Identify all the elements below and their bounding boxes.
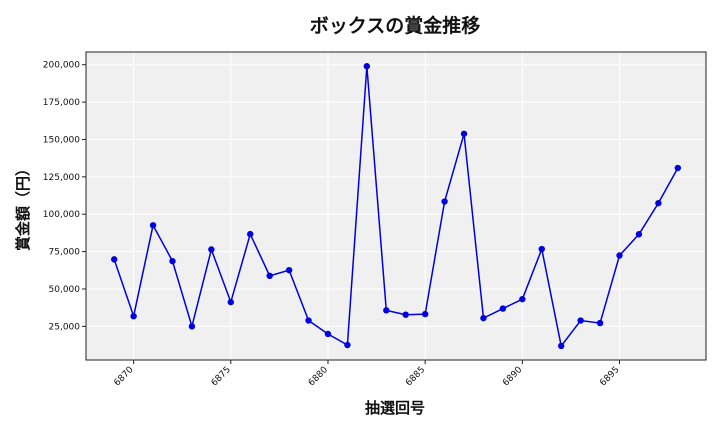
data-point <box>188 323 196 330</box>
series-group <box>110 63 682 350</box>
chart-title: ボックスの賞金推移 <box>310 14 480 37</box>
data-point <box>208 246 215 253</box>
plot-frame <box>85 51 707 361</box>
y-axis-ticks: 25,000 50,000 75,000 100,000 125,000 150,000 1… <box>43 61 86 332</box>
x-tick-label: 6880 <box>307 365 330 388</box>
x-tick-label: 6885 <box>404 365 427 388</box>
x-tick-label: 6870 <box>112 365 135 388</box>
data-point <box>519 295 526 303</box>
data-point <box>402 311 409 318</box>
data-point <box>616 252 623 259</box>
y-tick-label: 125,000 <box>43 173 80 183</box>
data-point <box>558 342 565 350</box>
data-point <box>635 231 643 238</box>
data-point <box>324 330 332 338</box>
y-tick-label: 200,000 <box>43 61 80 71</box>
x-tick-label: 6895 <box>598 365 621 388</box>
y-axis-label: 賞金額（円） <box>14 161 32 251</box>
y-tick-label: 75,000 <box>49 248 81 258</box>
data-point <box>363 63 371 70</box>
y-tick-label: 50,000 <box>49 285 81 295</box>
data-point <box>227 298 234 306</box>
data-point <box>110 256 118 263</box>
data-point <box>383 307 390 314</box>
data-point <box>266 272 273 280</box>
data-point <box>344 341 351 349</box>
data-point <box>130 312 137 320</box>
x-axis-label: 抽選回号 <box>365 399 425 417</box>
x-tick-label: 6875 <box>210 365 233 388</box>
y-tick-label: 175,000 <box>43 98 80 108</box>
data-point <box>596 319 604 327</box>
series-line <box>113 66 679 348</box>
plot-area <box>86 52 706 360</box>
data-point <box>499 305 507 312</box>
data-point <box>577 317 584 324</box>
grid-lines <box>86 52 706 360</box>
data-point <box>285 266 293 274</box>
data-point <box>480 314 487 322</box>
data-point <box>460 130 468 137</box>
data-point <box>305 317 312 324</box>
x-tick-label: 6890 <box>501 365 524 388</box>
data-point <box>421 310 429 318</box>
y-tick-label: 25,000 <box>49 322 81 332</box>
data-point <box>538 245 545 253</box>
data-point <box>149 222 157 229</box>
data-point <box>674 164 682 172</box>
y-tick-label: 150,000 <box>43 135 80 145</box>
y-tick-label: 100,000 <box>43 210 80 220</box>
x-axis-ticks: 6870 6875 6880 6885 6890 6895 <box>112 360 622 388</box>
data-point <box>441 198 448 205</box>
data-point <box>655 199 662 207</box>
data-point <box>169 257 176 265</box>
data-point <box>247 230 254 238</box>
